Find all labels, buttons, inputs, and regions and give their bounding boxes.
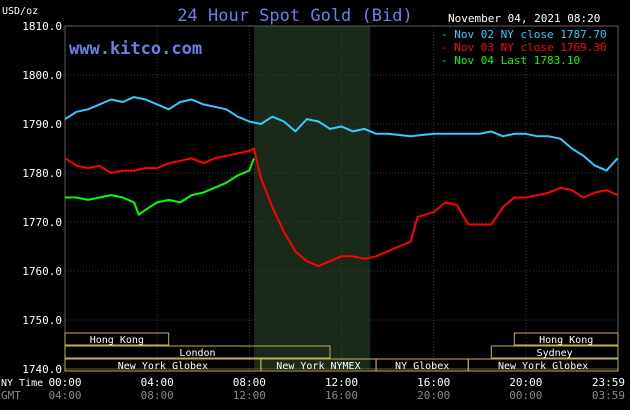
legend-entry: - Nov 02 NY close 1787.70 (441, 28, 607, 41)
nymex-session-highlight (253, 26, 371, 369)
session-box (467, 358, 619, 372)
chart-title: 24 Hour Spot Gold (Bid) (177, 6, 412, 26)
ny-time-row-label: NY Time (1, 378, 43, 389)
session-box (513, 332, 619, 346)
x-tick-label-ny: 04:00 (141, 376, 174, 389)
x-axis-ticks: 00:0004:0004:0008:0008:0012:0012:0016:00… (48, 376, 625, 402)
chart-timestamp: November 04, 2021 08:20 (448, 12, 600, 25)
x-tick-label-gmt: 20:00 (417, 389, 450, 402)
x-tick-label-ny: 16:00 (417, 376, 450, 389)
y-tick-label: 1790.0 (22, 118, 62, 131)
x-tick-label-gmt: 03:59 (592, 389, 625, 402)
y-tick-label: 1800.0 (22, 69, 62, 82)
series-line (64, 96, 619, 172)
market-sessions: Hong Kong London New York Globex New York N… (64, 332, 619, 372)
y-tick-label: 1810.0 (22, 20, 62, 33)
session-label: Hong Kong (90, 335, 144, 346)
session-box (64, 332, 170, 346)
chart-grid (65, 26, 618, 369)
chart-legend: - Nov 02 NY close 1787.70- Nov 03 NY clo… (441, 28, 607, 67)
series-line (65, 157, 255, 216)
y-tick-label: 1750.0 (22, 314, 62, 327)
x-tick-label-gmt: 00:00 (509, 389, 542, 402)
y-tick-label: 1770.0 (22, 216, 62, 229)
x-tick-label-ny: 12:00 (325, 376, 358, 389)
session-label: New York NYMEX (276, 361, 360, 372)
legend-entry: - Nov 04 Last 1783.10 (441, 54, 580, 67)
x-tick-label-gmt: 12:00 (233, 389, 266, 402)
gmt-row-label: GMT (1, 389, 21, 402)
x-tick-label-ny: 08:00 (233, 376, 266, 389)
kitco-brand-link[interactable]: www.kitco.com (69, 39, 202, 59)
x-tick-label-ny: 23:59 (592, 376, 625, 389)
session-box (64, 345, 331, 359)
x-tick-label-ny: 00:00 (48, 376, 81, 389)
legend-entry: - Nov 03 NY close 1769.30 (441, 41, 607, 54)
session-label: NY Globex (395, 361, 449, 372)
session-box (490, 345, 619, 359)
y-axis-unit-label: USD/oz (2, 6, 38, 17)
y-axis-ticks: 1810.0 1800.0 1790.0 1780.0 1770.0 1760.0 1750… (22, 20, 62, 376)
x-tick-label-gmt: 04:00 (48, 389, 81, 402)
session-label: New York Globex (118, 361, 208, 372)
y-tick-label: 1780.0 (22, 167, 62, 180)
x-tick-label-gmt: 08:00 (141, 389, 174, 402)
series-line (64, 147, 618, 268)
x-tick-label-gmt: 16:00 (325, 389, 358, 402)
price-series (64, 96, 619, 268)
session-label: Sydney (537, 348, 573, 359)
session-label: New York Globex (498, 361, 588, 372)
y-tick-label: 1760.0 (22, 265, 62, 278)
session-label: London (179, 348, 215, 359)
y-tick-label: 1740.0 (22, 363, 62, 376)
session-label: Hong Kong (539, 335, 593, 346)
x-tick-label-ny: 20:00 (509, 376, 542, 389)
